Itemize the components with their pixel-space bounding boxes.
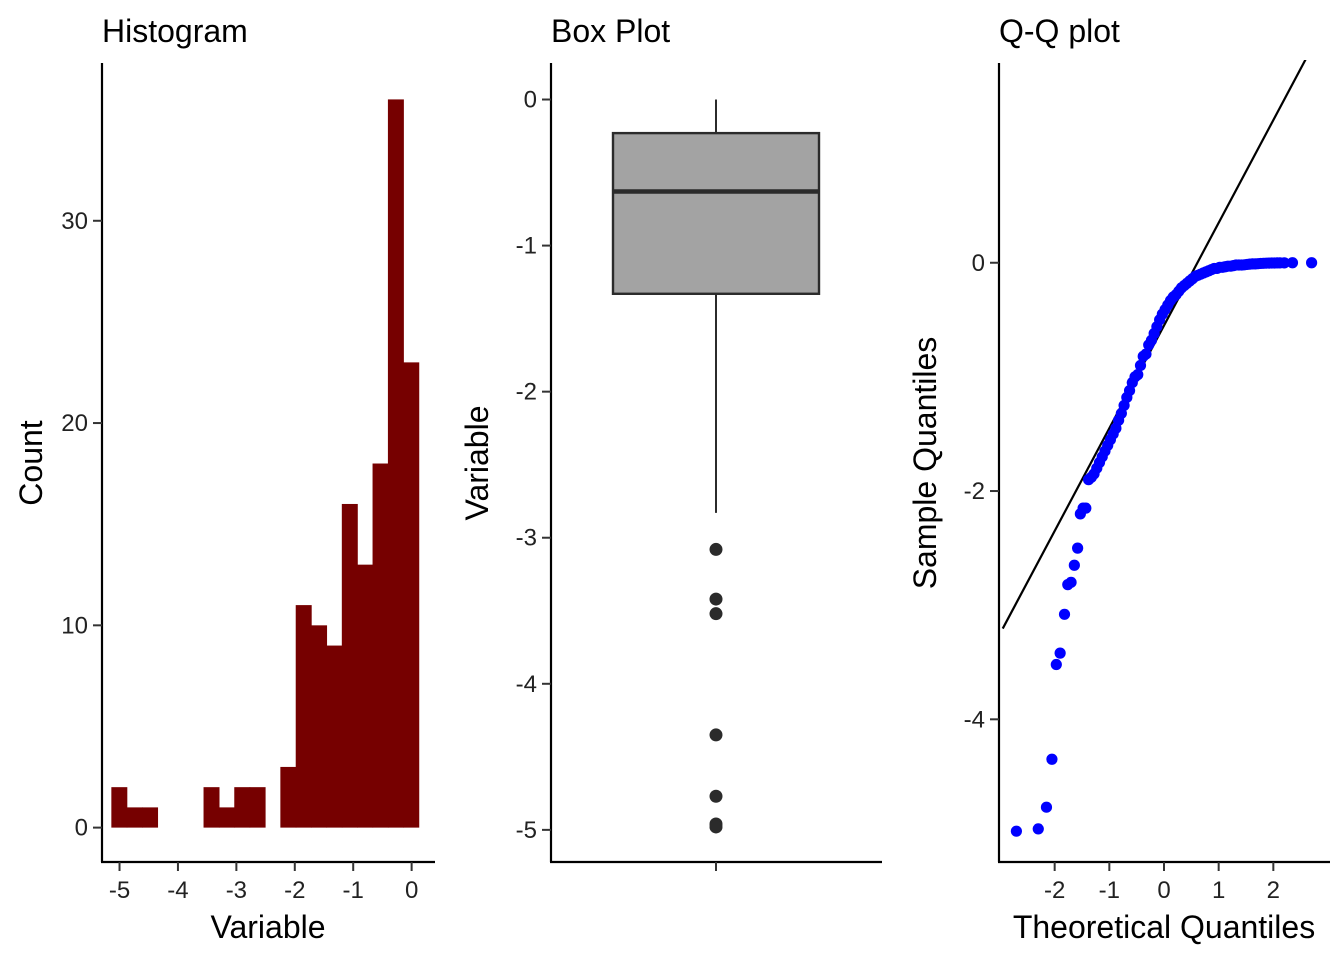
histogram-y-tick-label: 20	[61, 410, 88, 437]
boxplot-y-tick-label: -5	[516, 817, 537, 844]
boxplot-y-tick-label: -2	[516, 379, 537, 406]
qq-point	[1072, 542, 1084, 554]
histogram-x-tick-label: -4	[167, 877, 188, 904]
qq-point	[1010, 825, 1023, 837]
histogram-bar	[218, 807, 235, 828]
boxplot-outlier	[709, 728, 723, 742]
boxplot-outlier	[709, 542, 723, 556]
boxplot-outlier	[709, 607, 723, 621]
qq-point	[1286, 257, 1299, 269]
qq-x-label: Theoretical Quantiles	[1013, 909, 1315, 945]
boxplot-panel: Box Plot 0 -1 -2 -3 -4 -5 Variable	[459, 13, 882, 871]
histogram-y-tick-label: 0	[75, 815, 88, 842]
histogram-bar	[142, 807, 159, 828]
qq-x-tick-label: -2	[1044, 877, 1065, 904]
qq-point	[1134, 359, 1147, 372]
qq-point	[1058, 608, 1071, 620]
histogram-bar	[341, 503, 358, 828]
boxplot-y-tick-label: 0	[524, 87, 537, 114]
histogram-x-tick-label: -1	[343, 877, 364, 904]
histogram-bar	[111, 787, 128, 828]
histogram-bar	[126, 807, 143, 828]
qq-y-tick-label: -2	[964, 478, 985, 505]
boxplot-outlier	[709, 820, 723, 834]
qq-y-ticks: 0 -2 -4	[964, 250, 999, 733]
qq-point	[1046, 753, 1058, 765]
qq-x-ticks: -2 -1 0 1 2	[1044, 862, 1280, 904]
qq-panel: Q-Q plot -2 -1 0 1 2 0 -2 -4 Theoretical Quant…	[907, 13, 1330, 945]
histogram-x-label: Variable	[210, 909, 325, 945]
boxplot-y-label: Variable	[459, 405, 495, 520]
qq-point	[1054, 647, 1066, 659]
histogram-y-tick-label: 30	[61, 208, 88, 235]
histogram-bar	[311, 625, 328, 828]
histogram-panel: Histogram -5 -4 -3 -2 -1 0 0 10 20 30 Variable C…	[13, 13, 435, 945]
histogram-y-tick-label: 10	[61, 612, 88, 639]
histogram-bar	[326, 645, 343, 828]
boxplot-outlier	[709, 592, 723, 606]
qq-point	[1306, 257, 1318, 269]
histogram-bar	[403, 362, 420, 828]
histogram-x-tick-label: -2	[284, 877, 305, 904]
qq-point	[1080, 502, 1092, 514]
qq-point	[1278, 257, 1290, 269]
histogram-bar	[280, 766, 297, 828]
qq-point	[1040, 801, 1053, 813]
qq-point	[1032, 823, 1044, 835]
qq-y-tick-label: 0	[972, 250, 985, 277]
histogram-bar	[203, 787, 220, 828]
qq-y-tick-label: -4	[964, 706, 985, 733]
qq-point	[1050, 658, 1062, 671]
histogram-bar	[295, 605, 312, 828]
qq-point	[1132, 369, 1144, 381]
boxplot-y-tick-label: -1	[516, 233, 537, 260]
histogram-x-tick-label: -5	[109, 877, 130, 904]
boxplot-box	[611, 131, 821, 295]
histogram-x-tick-label: -3	[226, 877, 247, 904]
histogram-title: Histogram	[102, 13, 248, 49]
qq-x-tick-label: 0	[1157, 877, 1170, 904]
qq-point	[1140, 348, 1152, 360]
histogram-bar	[387, 99, 404, 828]
histogram-bars	[111, 99, 420, 828]
qq-x-tick-label: -1	[1099, 877, 1120, 904]
qq-title: Q-Q plot	[999, 13, 1120, 49]
histogram-bar	[372, 463, 389, 828]
qq-point	[1068, 559, 1080, 571]
qq-x-tick-label: 1	[1212, 877, 1225, 904]
histogram-bar	[234, 787, 251, 828]
boxplot-y-tick-label: -4	[516, 671, 537, 698]
histogram-bar	[249, 787, 266, 828]
boxplot-y-tick-label: -3	[516, 525, 537, 552]
qq-point	[1065, 576, 1077, 588]
qq-y-label: Sample Quantiles	[907, 337, 943, 590]
histogram-y-ticks: 0 10 20 30	[61, 208, 102, 842]
boxplot-title: Box Plot	[551, 13, 670, 49]
boxplot-body	[611, 99, 821, 834]
histogram-bar	[357, 564, 374, 828]
boxplot-outlier	[709, 789, 723, 803]
boxplot-y-ticks: 0 -1 -2 -3 -4 -5	[516, 87, 551, 844]
qq-x-tick-label: 2	[1267, 877, 1280, 904]
histogram-x-ticks: -5 -4 -3 -2 -1 0	[109, 862, 418, 904]
qq-points	[1010, 257, 1318, 837]
histogram-x-tick-label: 0	[405, 877, 418, 904]
qq-reference-line	[1001, 60, 1307, 630]
histogram-y-label: Count	[13, 420, 49, 506]
